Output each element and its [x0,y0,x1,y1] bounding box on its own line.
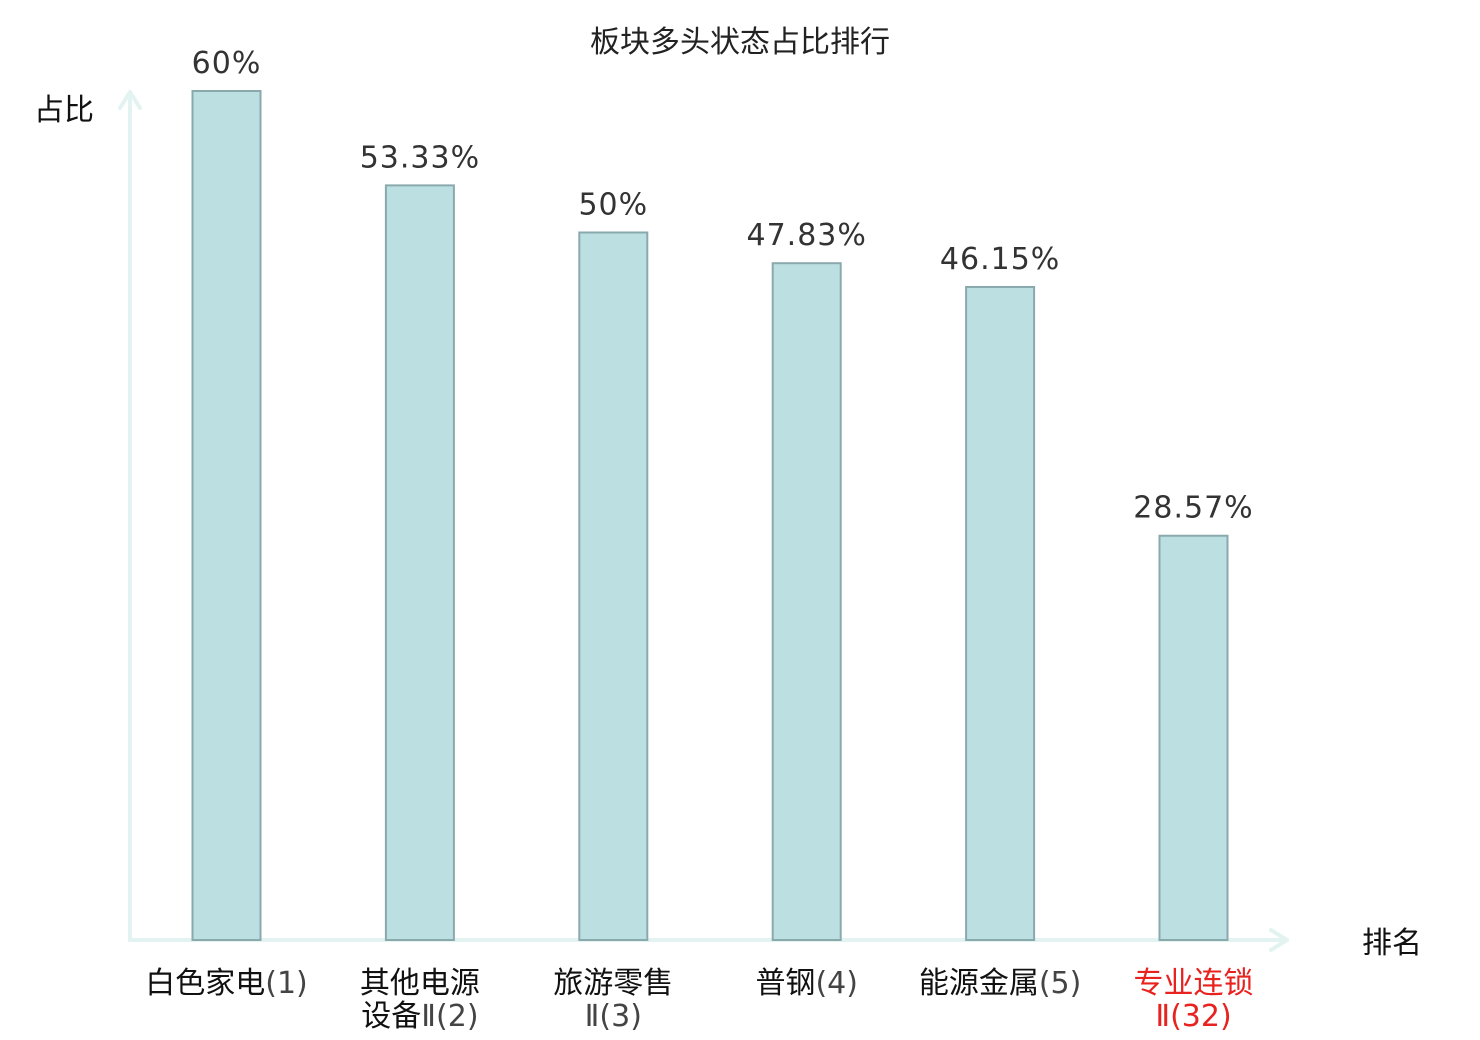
bar [191,90,262,941]
category-label: 专业连锁 [1134,966,1254,1001]
category-label: 白色家电(1) [145,966,308,1001]
y-axis-arrow [118,90,142,110]
category-label-line2: 设备Ⅱ(2) [361,999,478,1034]
bar-value-label: 53.33% [360,140,480,175]
bar-value-label: 47.83% [747,218,867,253]
category-label-line2: Ⅱ(3) [585,999,642,1034]
bar [384,184,455,941]
bar-value-label: 50% [578,188,648,223]
category-label-line2: Ⅱ(32) [1155,999,1231,1034]
chart-title: 板块多头状态占比排行 [590,25,890,60]
x-axis-arrow [1269,928,1289,952]
category-label: 普钢(4) [755,966,858,1001]
bar [578,231,649,941]
x-axis [128,928,1289,952]
category-label: 旅游零售 [553,966,673,1001]
bar-value-label: 28.57% [1133,491,1253,526]
bar-value-label: 46.15% [940,242,1060,277]
category-label: 其他电源 [360,966,480,1001]
bar [771,262,842,941]
x-axis-label: 排名 [1362,926,1422,961]
category-label: 能源金属(5) [919,966,1082,1001]
bar [965,285,1036,942]
bar-value-label: 60% [192,46,262,81]
bar [1158,534,1229,941]
y-axis [118,90,142,942]
y-axis-label: 占比 [34,93,94,128]
